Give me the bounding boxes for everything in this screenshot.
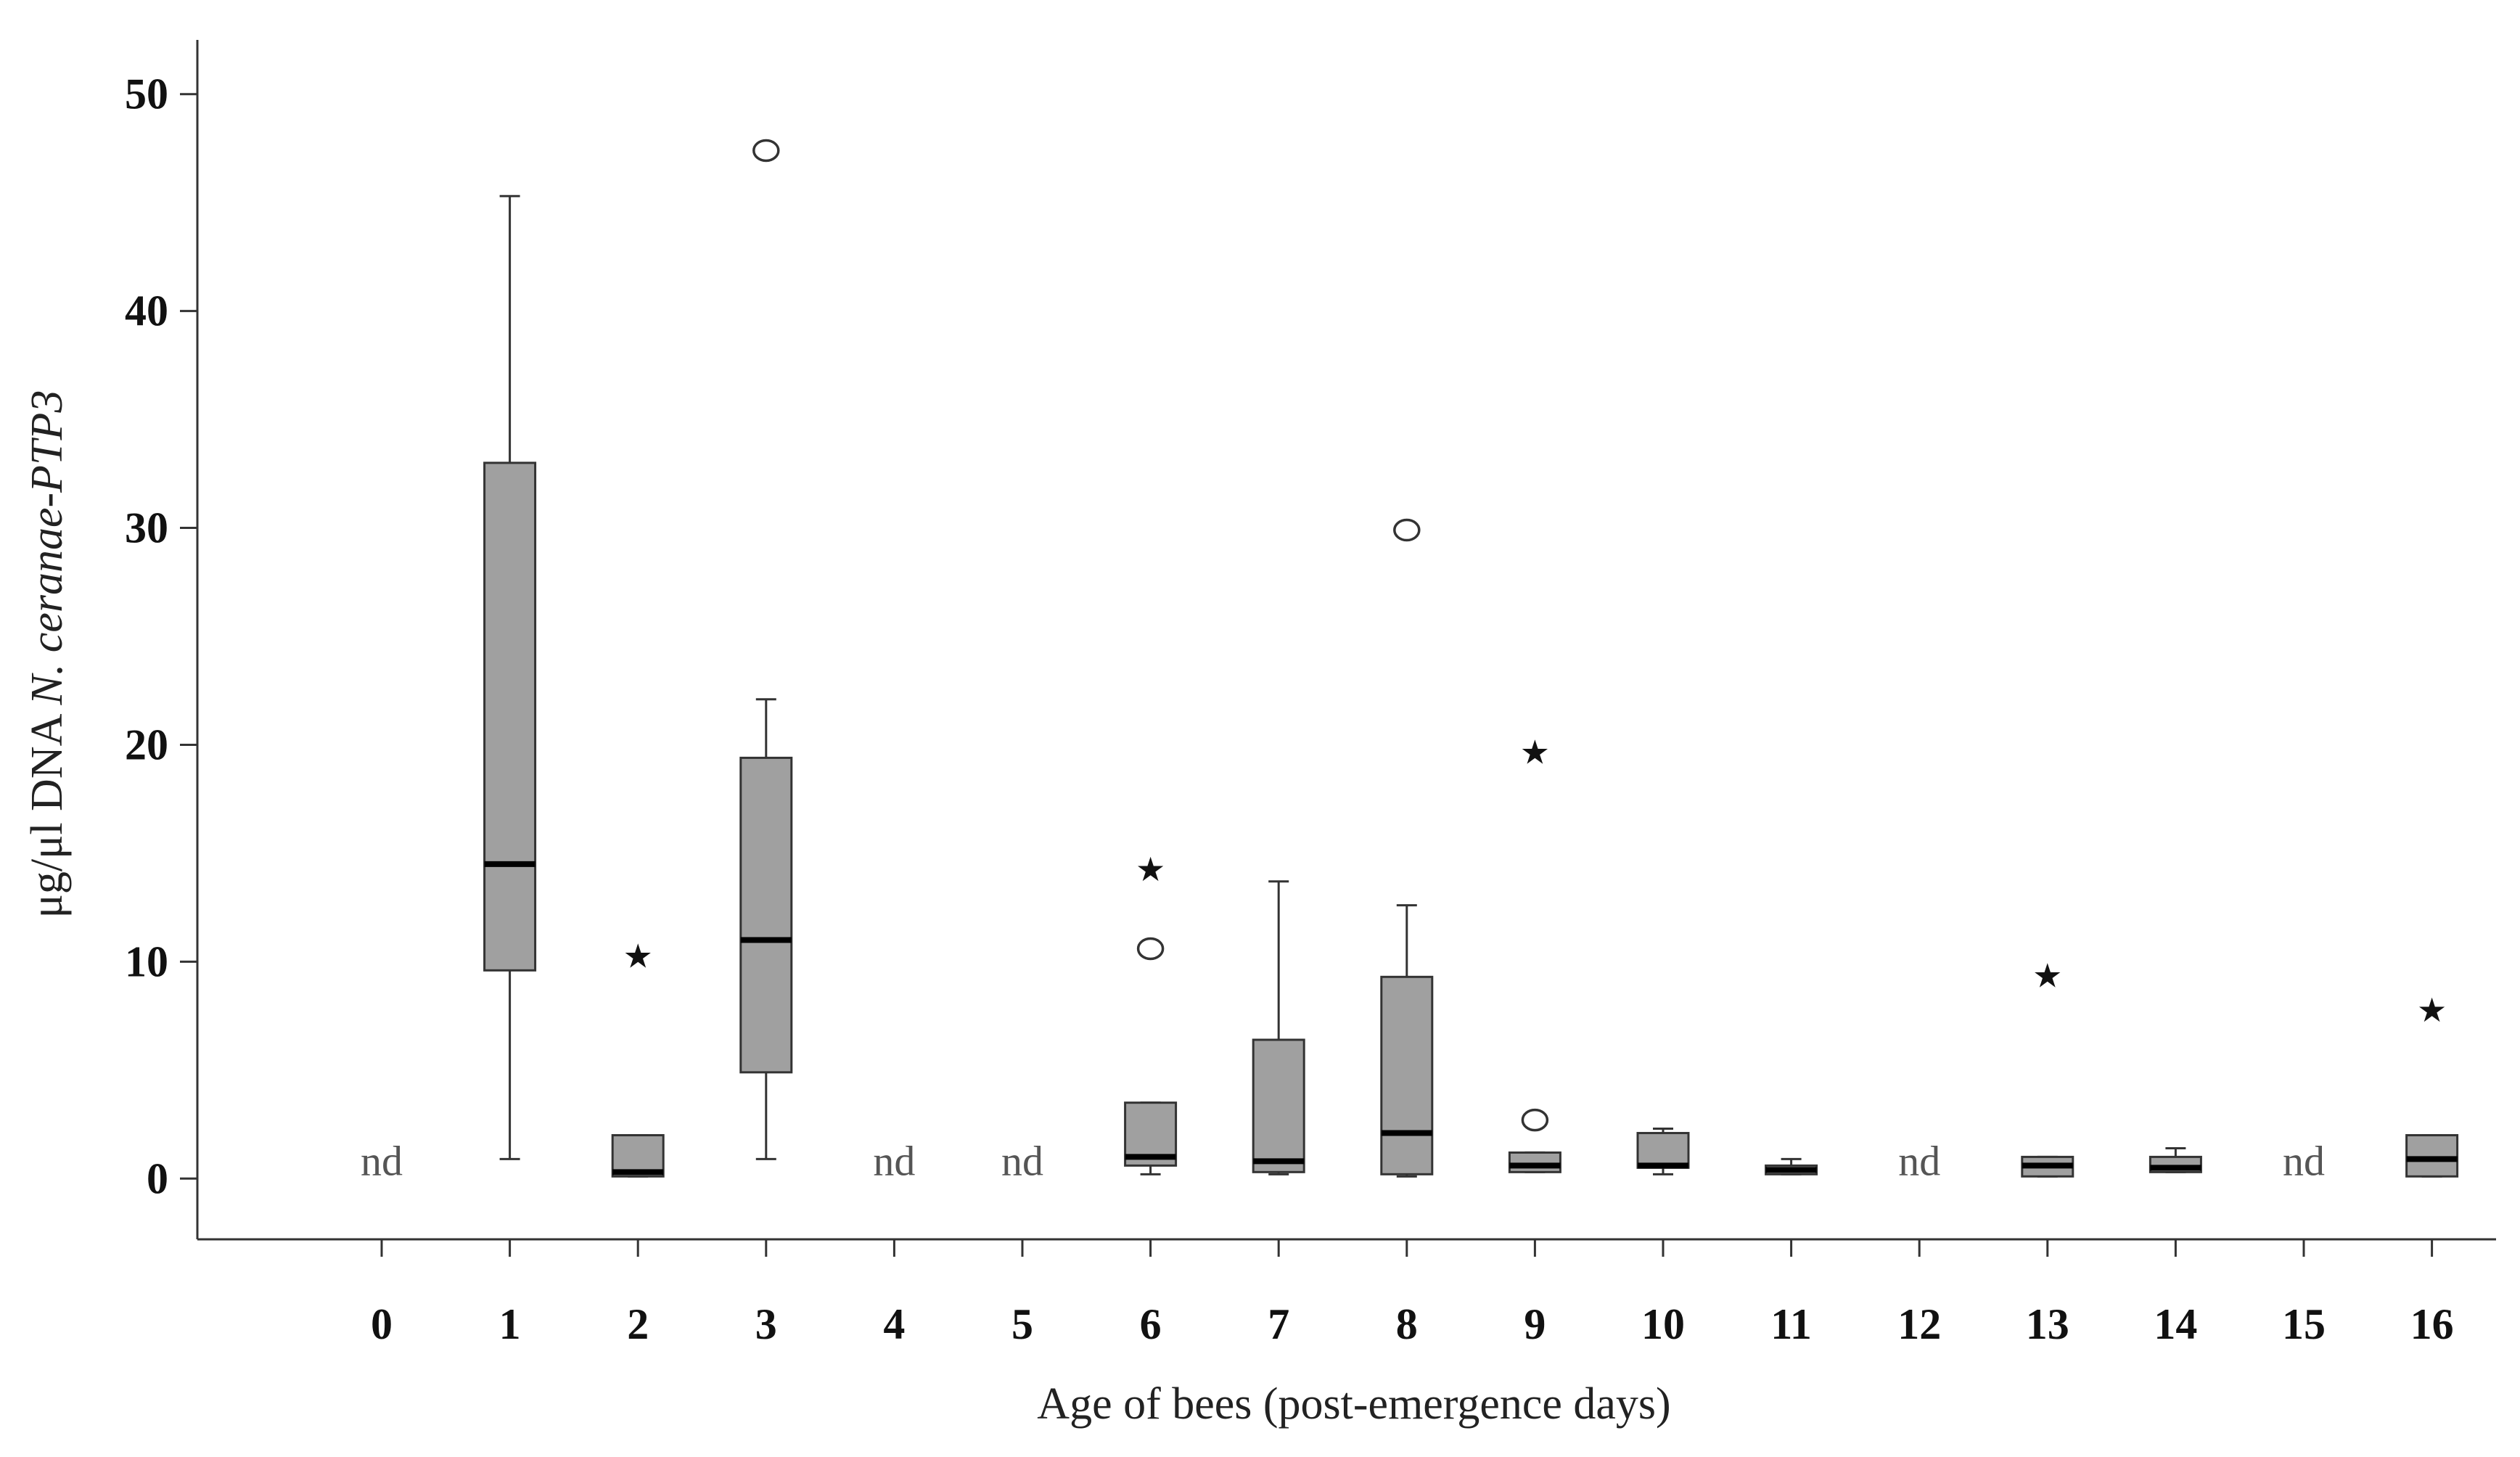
box-group-day-16: ★ (2405, 990, 2459, 1178)
outlier-circle (1393, 518, 1421, 542)
chart-axes (196, 40, 2496, 1241)
x-tick-label: 3 (755, 1300, 777, 1348)
outlier-star: ★ (1520, 732, 1550, 771)
box-group-day-11 (1765, 1157, 1818, 1175)
box-series: nd ★ nd nd ★ ★ nd ★ nd ★ (361, 139, 2459, 1184)
x-tick-label: 7 (1268, 1300, 1289, 1348)
x-tick-label: 2 (627, 1300, 649, 1348)
y-axis-title-italic: N. ceranae-PTP3 (22, 390, 72, 706)
x-tick-label: 13 (2026, 1300, 2069, 1348)
x-tick-label: 14 (2154, 1300, 2197, 1348)
box-group-day-15: nd (2283, 1137, 2325, 1184)
box-group-day-1 (483, 194, 537, 1160)
x-tick-label: 8 (1396, 1300, 1418, 1348)
y-axis-title-plain: μg/μl DNA (22, 705, 72, 919)
y-tick-label: 50 (125, 70, 168, 118)
y-tick-label: 40 (125, 287, 168, 335)
box-group-day-12: nd (1898, 1137, 1940, 1184)
box-group-day-0: nd (361, 1137, 403, 1184)
x-axis-ticks: 0 1 2 3 4 5 6 7 8 9 10 11 12 13 14 15 16 (371, 1239, 2454, 1348)
box-iqr (2405, 1134, 2459, 1178)
nd-label: nd (2283, 1137, 2325, 1184)
x-tick-label: 9 (1524, 1300, 1546, 1348)
x-tick-label: 12 (1897, 1300, 1941, 1348)
box-group-day-13: ★ (2021, 956, 2074, 1178)
y-axis-ticks: 0 10 20 30 40 50 (125, 70, 197, 1202)
box-group-day-3 (739, 139, 793, 1160)
box-iqr (1508, 1151, 1561, 1173)
y-tick-label: 0 (147, 1154, 168, 1202)
box-iqr (1380, 975, 1434, 1175)
box-group-day-6: ★ (1124, 850, 1178, 1175)
box-group-day-14 (2148, 1146, 2202, 1173)
box-group-day-4: nd (873, 1137, 915, 1184)
nd-label: nd (1898, 1137, 1940, 1184)
x-tick-label: 11 (1770, 1300, 1812, 1348)
box-group-day-10 (1636, 1128, 1690, 1175)
box-group-day-2: ★ (611, 936, 665, 1178)
x-tick-label: 10 (1641, 1300, 1685, 1348)
box-group-day-5: nd (1001, 1137, 1043, 1184)
x-axis-title: Age of bees (post-emergence days) (1037, 1379, 1670, 1429)
x-tick-label: 15 (2282, 1300, 2326, 1348)
box-iqr (483, 461, 537, 972)
box-iqr (1252, 1038, 1305, 1173)
box-iqr (1636, 1132, 1690, 1169)
x-tick-label: 0 (371, 1300, 393, 1348)
x-tick-label: 5 (1011, 1300, 1033, 1348)
box-group-day-8 (1380, 518, 1434, 1178)
nd-label: nd (1001, 1137, 1043, 1184)
outlier-circle (1521, 1108, 1549, 1132)
outlier-star: ★ (2417, 990, 2447, 1030)
outlier-circle (752, 139, 780, 163)
x-tick-label: 6 (1140, 1300, 1162, 1348)
y-tick-label: 10 (125, 937, 168, 985)
y-tick-label: 20 (125, 721, 168, 768)
y-tick-label: 30 (125, 504, 168, 552)
nd-label: nd (361, 1137, 403, 1184)
x-tick-label: 4 (883, 1300, 905, 1348)
x-tick-label: 16 (2410, 1300, 2454, 1348)
box-iqr (739, 756, 793, 1074)
outlier-star: ★ (1136, 850, 1165, 889)
y-axis-title: μg/μl DNA N. ceranae-PTP3 (22, 390, 72, 919)
x-tick-label: 1 (499, 1300, 521, 1348)
nd-label: nd (873, 1137, 915, 1184)
outlier-circle (1136, 937, 1165, 961)
box-group-day-7 (1252, 880, 1305, 1175)
outlier-star: ★ (623, 936, 653, 975)
box-group-day-9: ★ (1508, 732, 1561, 1173)
outlier-star: ★ (2032, 956, 2062, 995)
